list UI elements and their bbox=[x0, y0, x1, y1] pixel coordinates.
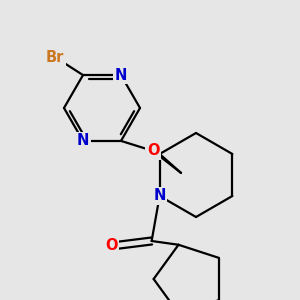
Text: O: O bbox=[147, 143, 159, 158]
Text: O: O bbox=[105, 238, 118, 253]
Text: N: N bbox=[115, 68, 127, 82]
Text: N: N bbox=[153, 188, 166, 203]
Text: N: N bbox=[77, 134, 89, 148]
Text: Br: Br bbox=[46, 50, 64, 64]
